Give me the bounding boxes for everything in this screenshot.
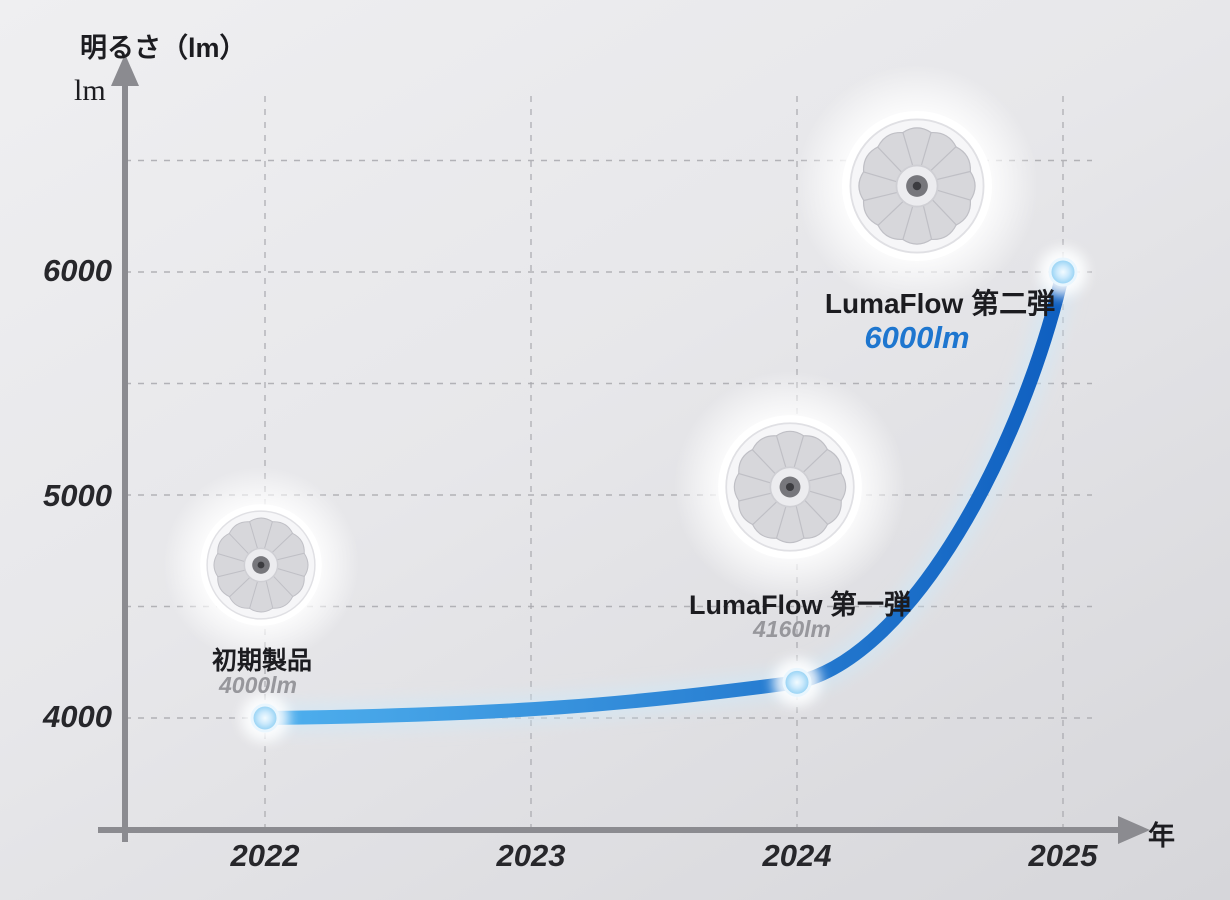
annotation-gen2-name: LumaFlow 第二弾 [824,288,1056,319]
x-tick-2025: 2025 [1028,838,1098,873]
y-tick-5000: 5000 [43,478,112,513]
product-image-gen2 [795,64,1039,308]
y-tick-6000: 6000 [43,253,112,288]
x-tick-2023: 2023 [496,838,566,873]
product-image-gen1 [673,370,907,604]
product-image-initial [162,466,360,664]
data-point-marker [250,703,280,733]
data-points [241,248,1087,742]
y-axis-arrow-icon [111,54,139,86]
y-tick-4000: 4000 [43,699,112,734]
x-tick-2022: 2022 [230,838,300,873]
annotation-initial-product-value: 4000lm [218,672,297,698]
x-axis-title: 年 [1148,821,1175,851]
x-tick-2024: 2024 [762,838,832,873]
annotation-gen1-value: 4160lm [752,616,831,642]
data-point-marker [782,667,812,697]
y-axis-unit-label: lm [74,74,106,107]
data-point-marker [1048,257,1078,287]
y-axis-title: 明るさ（lm） [80,33,247,63]
chart-axes [98,54,1150,844]
x-axis-arrow-icon [1118,816,1150,844]
product-images [162,64,1039,664]
annotation-gen2-value: 6000lm [864,320,970,355]
annotation-gen1-name: LumaFlow 第一弾 [689,590,911,620]
annotation-initial-product-name: 初期製品 [211,647,312,675]
